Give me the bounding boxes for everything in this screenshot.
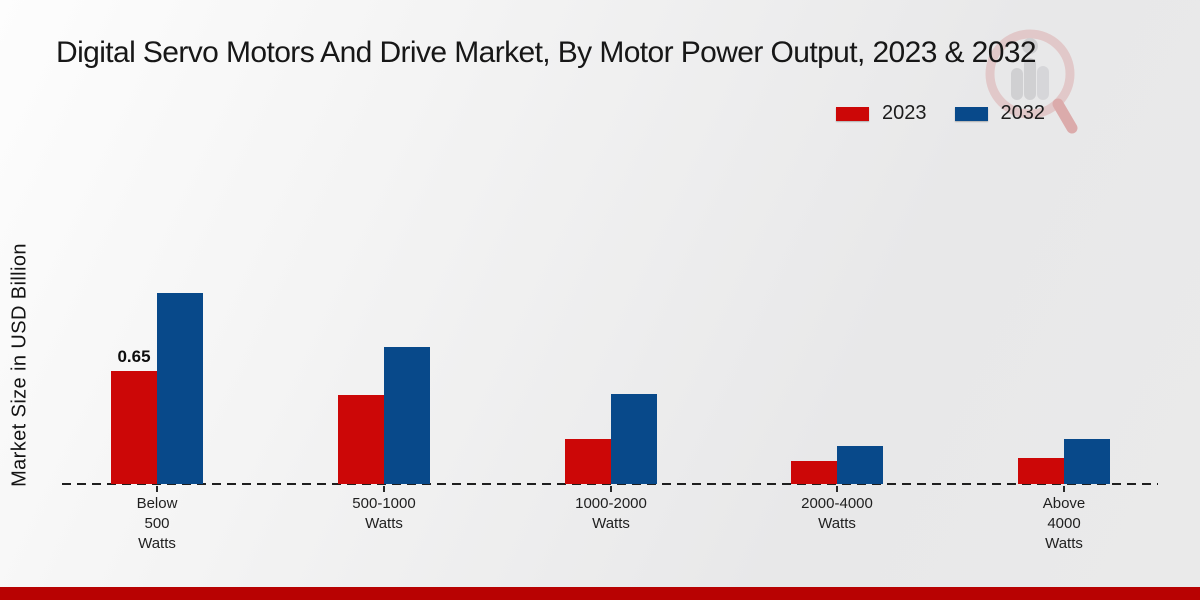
- legend: 2023 2032: [836, 102, 1045, 125]
- legend-label-2032: 2032: [1000, 102, 1046, 124]
- legend-item-2032: 2032: [954, 102, 1046, 125]
- bar-value-label: 0.65: [117, 347, 151, 366]
- legend-swatch-2023: [836, 106, 869, 121]
- legend-label-2023: 2023: [882, 102, 927, 124]
- bar-2023-1000-2000-watts: [565, 439, 611, 484]
- x-axis-category-label: Below 500 Watts: [136, 495, 178, 552]
- bar-2032-1000-2000-watts: [611, 394, 657, 484]
- bar-2032-below-500-watts: [157, 293, 203, 484]
- bar-2023-below-500-watts: [111, 371, 157, 484]
- bar-2023-500-1000-watts: [338, 395, 384, 484]
- legend-item-2023: 2023: [836, 102, 927, 125]
- chart-title: Digital Servo Motors And Drive Market, B…: [56, 36, 1037, 69]
- x-axis-category-label: Above 4000 Watts: [1042, 495, 1086, 552]
- bar-2032-above-4000-watts: [1064, 439, 1110, 484]
- x-axis-category-label: 2000-4000 Watts: [801, 495, 873, 532]
- x-axis-tick: [610, 486, 612, 492]
- x-axis-tick: [156, 486, 158, 492]
- x-axis-tick: [1063, 486, 1065, 492]
- magnifier-analytics-logo-icon: [978, 24, 1088, 149]
- bar-2032-2000-4000-watts: [837, 446, 883, 484]
- x-axis-baseline: [62, 483, 1158, 485]
- x-axis-category-label: 500-1000 Watts: [352, 495, 416, 532]
- footer-accent-bar: [0, 587, 1200, 600]
- x-axis-category-label: 1000-2000 Watts: [575, 495, 647, 532]
- bar-2023-2000-4000-watts: [791, 461, 837, 484]
- bar-2032-500-1000-watts: [384, 347, 430, 484]
- legend-swatch-2032: [954, 106, 988, 121]
- x-axis-tick: [383, 486, 385, 492]
- bar-2023-above-4000-watts: [1018, 458, 1064, 484]
- x-axis-tick: [836, 486, 838, 492]
